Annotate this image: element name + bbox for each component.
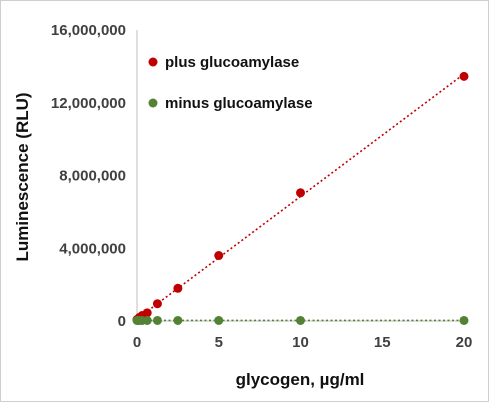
data-point-series-0 [459,71,469,81]
x-tick-label: 5 [215,334,223,351]
data-points [132,71,469,325]
data-point-series-1 [214,315,224,325]
x-tick-labels: 0 5 10 15 20 [133,334,473,351]
x-tick-label: 10 [292,334,309,351]
data-point-series-1 [459,315,469,325]
y-axis-title: Luminescence (RLU) [13,92,32,261]
data-point-series-0 [152,299,162,309]
data-point-series-1 [296,315,305,325]
y-tick-label: 4,000,000 [59,240,126,257]
x-tick-label: 0 [133,334,141,351]
y-tick-label: 16,000,000 [51,22,126,39]
y-tick-labels: 0 4,000,000 8,000,000 12,000,000 16,000,000 [51,22,126,330]
x-tick-label: 20 [456,334,473,351]
data-point-series-1 [142,315,152,325]
legend-label-plus: plus glucoamylase [165,54,299,71]
y-tick-label: 12,000,000 [51,95,126,112]
data-point-series-0 [142,308,152,318]
x-tick-label: 15 [374,334,391,351]
x-axis-title: glycogen, µg/ml [236,370,365,389]
y-tick-label: 8,000,000 [59,168,126,185]
data-point-series-1 [152,315,162,325]
data-point-series-0 [214,251,224,261]
legend-marker-plus [148,57,158,67]
legend-marker-minus [148,98,158,108]
y-tick-label: 0 [118,313,126,330]
legend: plus glucoamylase minus glucoamylase [148,54,313,112]
axes [136,30,464,322]
legend-label-minus: minus glucoamylase [165,95,313,112]
data-point-series-0 [173,283,183,293]
data-point-series-1 [173,315,183,325]
data-point-series-0 [296,188,305,198]
